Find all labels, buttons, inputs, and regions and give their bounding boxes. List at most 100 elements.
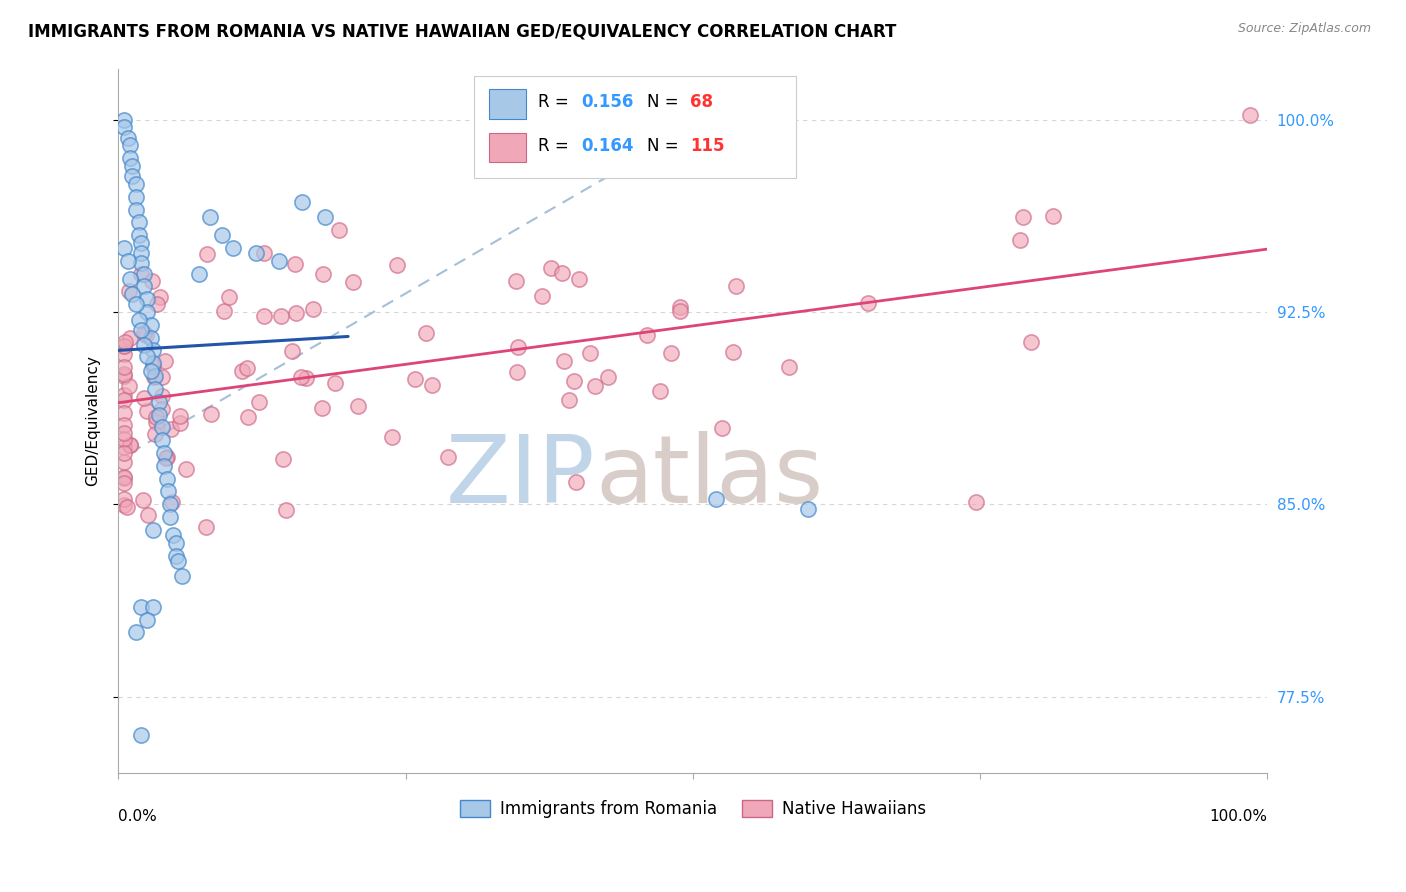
- Point: [121, 169, 143, 184]
- Point: [200, 407, 222, 421]
- Point: [170, 569, 193, 583]
- Point: [276, 503, 298, 517]
- Point: [120, 437, 142, 451]
- Point: [1239, 108, 1261, 122]
- Point: [128, 228, 150, 243]
- Point: [1019, 335, 1042, 350]
- Point: [195, 246, 218, 260]
- Point: [1010, 233, 1032, 247]
- Point: [553, 354, 575, 368]
- Point: [710, 421, 733, 435]
- Point: [153, 446, 176, 460]
- Point: [112, 241, 135, 255]
- Point: [131, 323, 153, 337]
- Point: [236, 361, 259, 376]
- Text: 0.164: 0.164: [581, 137, 634, 155]
- Point: [505, 274, 527, 288]
- Point: [596, 369, 619, 384]
- Text: R =: R =: [537, 137, 574, 155]
- Point: [650, 384, 672, 398]
- Point: [112, 367, 135, 381]
- Point: [124, 202, 146, 217]
- Point: [148, 394, 170, 409]
- Point: [415, 326, 437, 341]
- Point: [145, 409, 167, 424]
- Point: [131, 599, 153, 614]
- Point: [562, 374, 585, 388]
- Point: [160, 422, 183, 436]
- Point: [174, 462, 197, 476]
- Text: atlas: atlas: [595, 432, 824, 524]
- Point: [124, 189, 146, 203]
- Point: [112, 388, 135, 402]
- Point: [112, 498, 135, 512]
- Point: [302, 302, 325, 317]
- Point: [1042, 209, 1064, 223]
- Text: R =: R =: [537, 93, 574, 111]
- Point: [120, 438, 142, 452]
- Point: [124, 297, 146, 311]
- Point: [218, 290, 240, 304]
- Point: [247, 395, 270, 409]
- Point: [270, 310, 292, 324]
- Point: [323, 376, 346, 390]
- Point: [112, 339, 135, 353]
- Point: [211, 228, 233, 243]
- Point: [129, 268, 152, 282]
- Point: [148, 408, 170, 422]
- Point: [253, 246, 276, 260]
- Point: [281, 343, 304, 358]
- Point: [145, 416, 167, 430]
- Point: [143, 369, 166, 384]
- Point: [132, 493, 155, 508]
- Point: [167, 554, 190, 568]
- Point: [142, 356, 165, 370]
- Point: [131, 256, 153, 270]
- Point: [150, 420, 173, 434]
- Point: [195, 520, 218, 534]
- Point: [141, 274, 163, 288]
- Point: [136, 613, 159, 627]
- Text: 0.0%: 0.0%: [118, 809, 157, 823]
- FancyBboxPatch shape: [474, 76, 796, 178]
- Point: [156, 484, 179, 499]
- Point: [540, 260, 562, 275]
- Text: N =: N =: [647, 93, 683, 111]
- Point: [328, 223, 350, 237]
- Point: [118, 378, 141, 392]
- Point: [142, 343, 165, 358]
- Point: [131, 246, 153, 260]
- Point: [121, 159, 143, 173]
- Point: [659, 346, 682, 360]
- Point: [112, 339, 135, 353]
- Bar: [489, 89, 526, 119]
- Point: [404, 372, 426, 386]
- Point: [139, 318, 162, 332]
- Point: [128, 312, 150, 326]
- Point: [187, 267, 209, 281]
- Point: [117, 253, 139, 268]
- Point: [253, 309, 276, 323]
- Point: [124, 625, 146, 640]
- Point: [142, 359, 165, 374]
- Text: ZIP: ZIP: [446, 432, 595, 524]
- Point: [531, 289, 554, 303]
- Point: [121, 287, 143, 301]
- Point: [160, 495, 183, 509]
- Point: [143, 382, 166, 396]
- Point: [551, 266, 574, 280]
- Point: [311, 401, 333, 415]
- Point: [112, 469, 135, 483]
- Point: [568, 271, 591, 285]
- Point: [285, 306, 308, 320]
- Point: [856, 295, 879, 310]
- Text: 68: 68: [690, 93, 713, 111]
- Point: [118, 151, 141, 165]
- Point: [153, 458, 176, 473]
- Point: [312, 268, 335, 282]
- Point: [132, 326, 155, 340]
- Point: [668, 300, 690, 314]
- Bar: [489, 133, 526, 162]
- Point: [342, 275, 364, 289]
- Point: [115, 500, 138, 515]
